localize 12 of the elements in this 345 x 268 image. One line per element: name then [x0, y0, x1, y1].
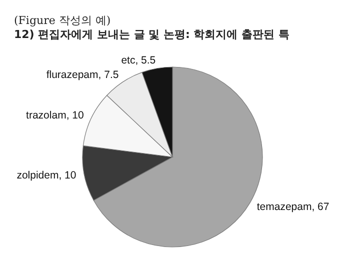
slice-label: etc	[121, 54, 136, 66]
chart-title: (Figure 작성의 예)	[14, 14, 111, 27]
slice-label: zolpidem	[16, 169, 59, 182]
slice-label: trazolam	[26, 109, 67, 122]
data-label: , 7.5	[98, 69, 119, 82]
chart-subtitle: 12) 편집자에게 보내는 글 및 논평: 학회지에 출판된 특	[14, 28, 290, 41]
slice-label: flurazepam	[46, 69, 99, 82]
slice-label: temazepam	[256, 200, 312, 213]
data-label: , 10	[58, 169, 76, 182]
data-label: , 5.5	[135, 54, 156, 66]
data-label: , 10	[66, 109, 84, 122]
data-label: , 67	[312, 200, 330, 213]
